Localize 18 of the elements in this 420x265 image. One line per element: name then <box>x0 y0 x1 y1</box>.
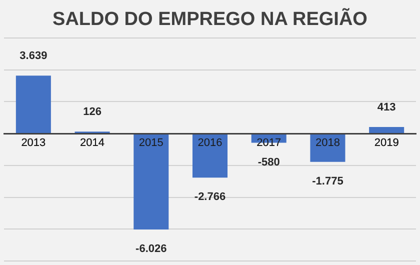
data-label: 413 <box>377 102 396 114</box>
x-tick-label: 2014 <box>80 137 105 150</box>
x-tick-label: 2016 <box>198 137 222 150</box>
data-label: 3.639 <box>20 50 48 62</box>
data-label: -6.026 <box>136 243 167 256</box>
x-tick-label: 2019 <box>374 137 399 150</box>
chart-title: SALDO DO EMPREGO NA REGIÃO <box>52 7 368 32</box>
data-label: 126 <box>83 106 102 118</box>
bar <box>369 126 404 134</box>
data-label: -1.775 <box>312 175 344 188</box>
x-tick-label: 2015 <box>138 137 164 150</box>
bar <box>16 76 51 134</box>
data-label: -2.766 <box>194 191 226 204</box>
x-tick-label: 2013 <box>21 137 46 150</box>
bar <box>134 134 169 230</box>
data-label: -580 <box>258 156 280 168</box>
x-tick-label: 2018 <box>315 137 340 150</box>
bar <box>192 134 228 178</box>
